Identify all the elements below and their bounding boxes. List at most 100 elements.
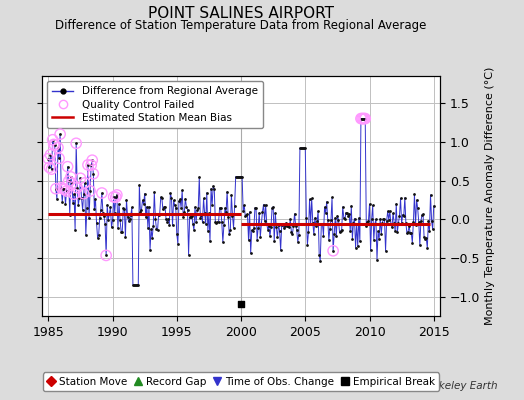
Point xyxy=(288,231,297,237)
Point xyxy=(195,174,203,180)
Point xyxy=(240,202,248,208)
Point xyxy=(215,204,224,211)
Point xyxy=(360,115,368,122)
Point xyxy=(372,216,380,223)
Point xyxy=(108,217,117,224)
Point xyxy=(407,229,416,236)
Point xyxy=(396,195,405,201)
Point xyxy=(111,210,119,216)
Point xyxy=(90,206,99,212)
Point xyxy=(265,223,273,229)
Point xyxy=(341,216,349,222)
Point xyxy=(183,206,192,213)
Point xyxy=(384,208,392,214)
Point xyxy=(263,220,271,227)
Point xyxy=(367,216,376,223)
Point xyxy=(329,248,337,254)
Point xyxy=(268,205,276,211)
Point xyxy=(342,209,350,216)
Point xyxy=(118,229,126,235)
Point xyxy=(280,225,288,231)
Point xyxy=(95,215,104,221)
Point xyxy=(165,222,173,228)
Point xyxy=(270,238,278,244)
Point xyxy=(77,175,85,182)
Point xyxy=(428,218,436,224)
Point xyxy=(359,115,367,122)
Point xyxy=(69,200,77,206)
Point xyxy=(357,115,365,122)
Point xyxy=(211,218,220,225)
Point xyxy=(170,202,179,208)
Point xyxy=(47,166,56,172)
Point xyxy=(358,115,366,122)
Point xyxy=(168,222,177,229)
Point xyxy=(266,233,274,240)
Point xyxy=(112,194,120,200)
Point xyxy=(272,224,280,230)
Point xyxy=(227,192,236,198)
Point xyxy=(221,205,229,211)
Point xyxy=(155,211,163,218)
Point xyxy=(73,184,81,191)
Point xyxy=(422,235,430,241)
Point xyxy=(134,282,143,288)
Point xyxy=(309,220,317,226)
Point xyxy=(46,152,54,158)
Point xyxy=(56,131,64,137)
Point xyxy=(126,216,134,222)
Point xyxy=(204,228,212,234)
Point xyxy=(158,194,166,201)
Point xyxy=(352,244,360,251)
Point xyxy=(146,246,154,253)
Point xyxy=(389,210,397,216)
Point xyxy=(171,204,180,211)
Point xyxy=(49,141,58,148)
Point xyxy=(78,195,86,202)
Point xyxy=(177,204,185,211)
Point xyxy=(89,170,97,177)
Point xyxy=(329,248,337,254)
Point xyxy=(96,207,105,213)
Point xyxy=(48,136,57,143)
Point xyxy=(419,211,427,217)
Point xyxy=(355,215,363,221)
Point xyxy=(362,223,370,229)
Point xyxy=(238,174,246,180)
Point xyxy=(114,225,122,232)
Point xyxy=(173,240,182,247)
Point xyxy=(139,201,148,207)
Point xyxy=(305,196,314,203)
Point xyxy=(197,212,205,218)
Point xyxy=(117,228,125,235)
Point xyxy=(414,219,423,225)
Point xyxy=(66,212,74,218)
Point xyxy=(418,212,426,218)
Point xyxy=(77,175,85,182)
Point xyxy=(203,190,211,196)
Point xyxy=(313,218,321,225)
Point xyxy=(292,227,301,233)
Point xyxy=(261,202,270,208)
Point xyxy=(222,209,230,216)
Point xyxy=(393,229,401,236)
Point xyxy=(110,194,118,200)
Point xyxy=(162,216,170,223)
Point xyxy=(353,220,361,227)
Point xyxy=(89,170,97,177)
Point xyxy=(260,218,269,224)
Point xyxy=(212,220,221,226)
Point xyxy=(307,220,315,227)
Point xyxy=(207,186,215,192)
Point xyxy=(44,156,52,162)
Point xyxy=(59,186,68,192)
Point xyxy=(420,234,428,240)
Point xyxy=(246,250,255,256)
Point xyxy=(286,216,294,222)
Point xyxy=(335,229,344,236)
Point xyxy=(424,218,433,224)
Point xyxy=(251,204,259,211)
Point xyxy=(332,233,341,239)
Point xyxy=(60,186,69,192)
Point xyxy=(138,197,147,203)
